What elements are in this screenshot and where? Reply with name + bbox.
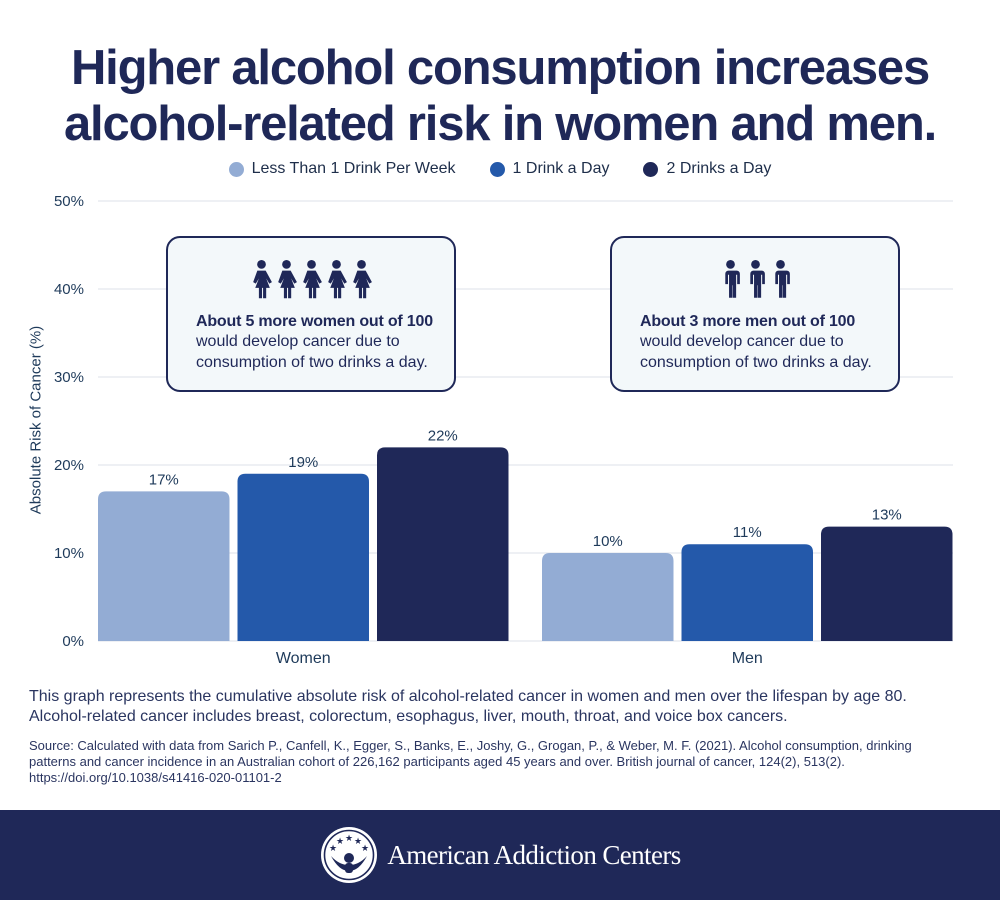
y-tick-label: 0% (62, 633, 84, 650)
men-icon-row (640, 258, 898, 302)
callout-men-headline: About 3 more men out of 100 (640, 313, 856, 330)
y-tick-label: 20% (54, 457, 84, 474)
value-labels: 17% 19% 22% 10% 11% 13% (149, 427, 902, 550)
bars (98, 447, 953, 641)
chart-title: Higher alcohol consumption increases alc… (0, 40, 1000, 152)
x-axis-categories: Women Men (276, 650, 763, 667)
legend-item-1-drink: 1 Drink a Day (489, 160, 610, 178)
title-line-1: Higher alcohol consumption increases (70, 41, 930, 95)
woman-figure-icon (352, 260, 372, 299)
callout-women-headline: About 5 more women out of 100 (196, 313, 433, 330)
value-label: 13% (872, 507, 902, 524)
value-label: 22% (428, 427, 458, 444)
brand-name: American Addiction Centers (387, 839, 681, 870)
legend-label: Less Than 1 Drink Per Week (251, 160, 456, 177)
legend-swatch-less-than-1 (228, 161, 244, 177)
source-line-2: patterns and cancer incidence in an Aust… (29, 754, 845, 769)
svg-text:★: ★ (329, 844, 337, 854)
y-tick-label: 40% (54, 281, 84, 298)
man-figure-icon (723, 260, 740, 298)
value-label: 11% (733, 524, 762, 541)
man-figure-icon (748, 260, 765, 298)
bar-women-0 (98, 491, 230, 641)
callout-men-body-2: consumption of two drinks a day. (640, 354, 872, 371)
value-label: 17% (149, 471, 179, 488)
legend-label: 1 Drink a Day (512, 160, 610, 177)
aac-logo-icon[interactable]: ★ ★ ★ ★ ★ (319, 825, 379, 885)
woman-figure-icon (302, 260, 322, 299)
legend: Less Than 1 Drink Per Week 1 Drink a Day… (0, 160, 1000, 178)
woman-figure-icon (277, 260, 297, 299)
svg-text:★: ★ (354, 837, 362, 847)
svg-text:★: ★ (345, 834, 353, 844)
legend-item-2-drinks: 2 Drinks a Day (643, 160, 771, 178)
value-label: 10% (593, 533, 623, 550)
bar-chart: 0% 10% 20% 30% 40% 50% 17% 19% 22% 10% 11% 13% Wom… (54, 193, 953, 667)
bar-men-2 (821, 526, 953, 641)
bar-women-1 (237, 473, 369, 641)
x-category-label: Women (276, 650, 331, 667)
woman-figure-icon (252, 260, 272, 299)
callout-women-body-2: consumption of two drinks a day. (196, 354, 428, 371)
y-tick-label: 10% (54, 545, 84, 562)
man-figure-icon (773, 260, 790, 298)
x-category-label: Men (732, 650, 763, 667)
source-citation: Source: Calculated with data from Sarich… (29, 738, 989, 786)
bar-women-2 (377, 447, 509, 641)
source-doi-link[interactable]: https://doi.org/10.1038/s41416-020-01101… (29, 770, 282, 785)
notes-line-1: This graph represents the cumulative abs… (29, 688, 907, 705)
callout-women-body-1: would develop cancer due to (196, 333, 400, 350)
source-line-1: Source: Calculated with data from Sarich… (29, 738, 912, 753)
legend-swatch-1-drink (489, 161, 505, 177)
notes-line-2: Alcohol-related cancer includes breast, … (29, 708, 788, 725)
women-icon-row (196, 258, 454, 302)
bar-men-1 (681, 544, 813, 641)
legend-swatch-2-drinks (643, 161, 659, 177)
y-axis-label: Absolute Risk of Cancer (%) (27, 325, 45, 515)
title-line-2: alcohol-related risk in women and men. (63, 97, 937, 151)
svg-text:★: ★ (336, 837, 344, 847)
footer: ★ ★ ★ ★ ★ American Addiction Centers (0, 810, 1000, 900)
callout-men-body-1: would develop cancer due to (640, 333, 844, 350)
legend-item-less-than-1: Less Than 1 Drink Per Week (228, 160, 456, 178)
callout-men: About 3 more men out of 100 would develo… (610, 236, 900, 392)
woman-figure-icon (327, 260, 347, 299)
y-tick-label: 50% (54, 193, 84, 210)
bar-men-0 (542, 553, 674, 641)
value-label: 19% (288, 454, 318, 471)
y-axis-ticks: 0% 10% 20% 30% 40% 50% (54, 193, 84, 650)
callout-women: About 5 more women out of 100 would deve… (166, 236, 456, 392)
legend-label: 2 Drinks a Day (666, 160, 772, 177)
y-tick-label: 30% (54, 369, 84, 386)
svg-text:★: ★ (361, 844, 369, 854)
chart-notes: This graph represents the cumulative abs… (29, 687, 989, 727)
